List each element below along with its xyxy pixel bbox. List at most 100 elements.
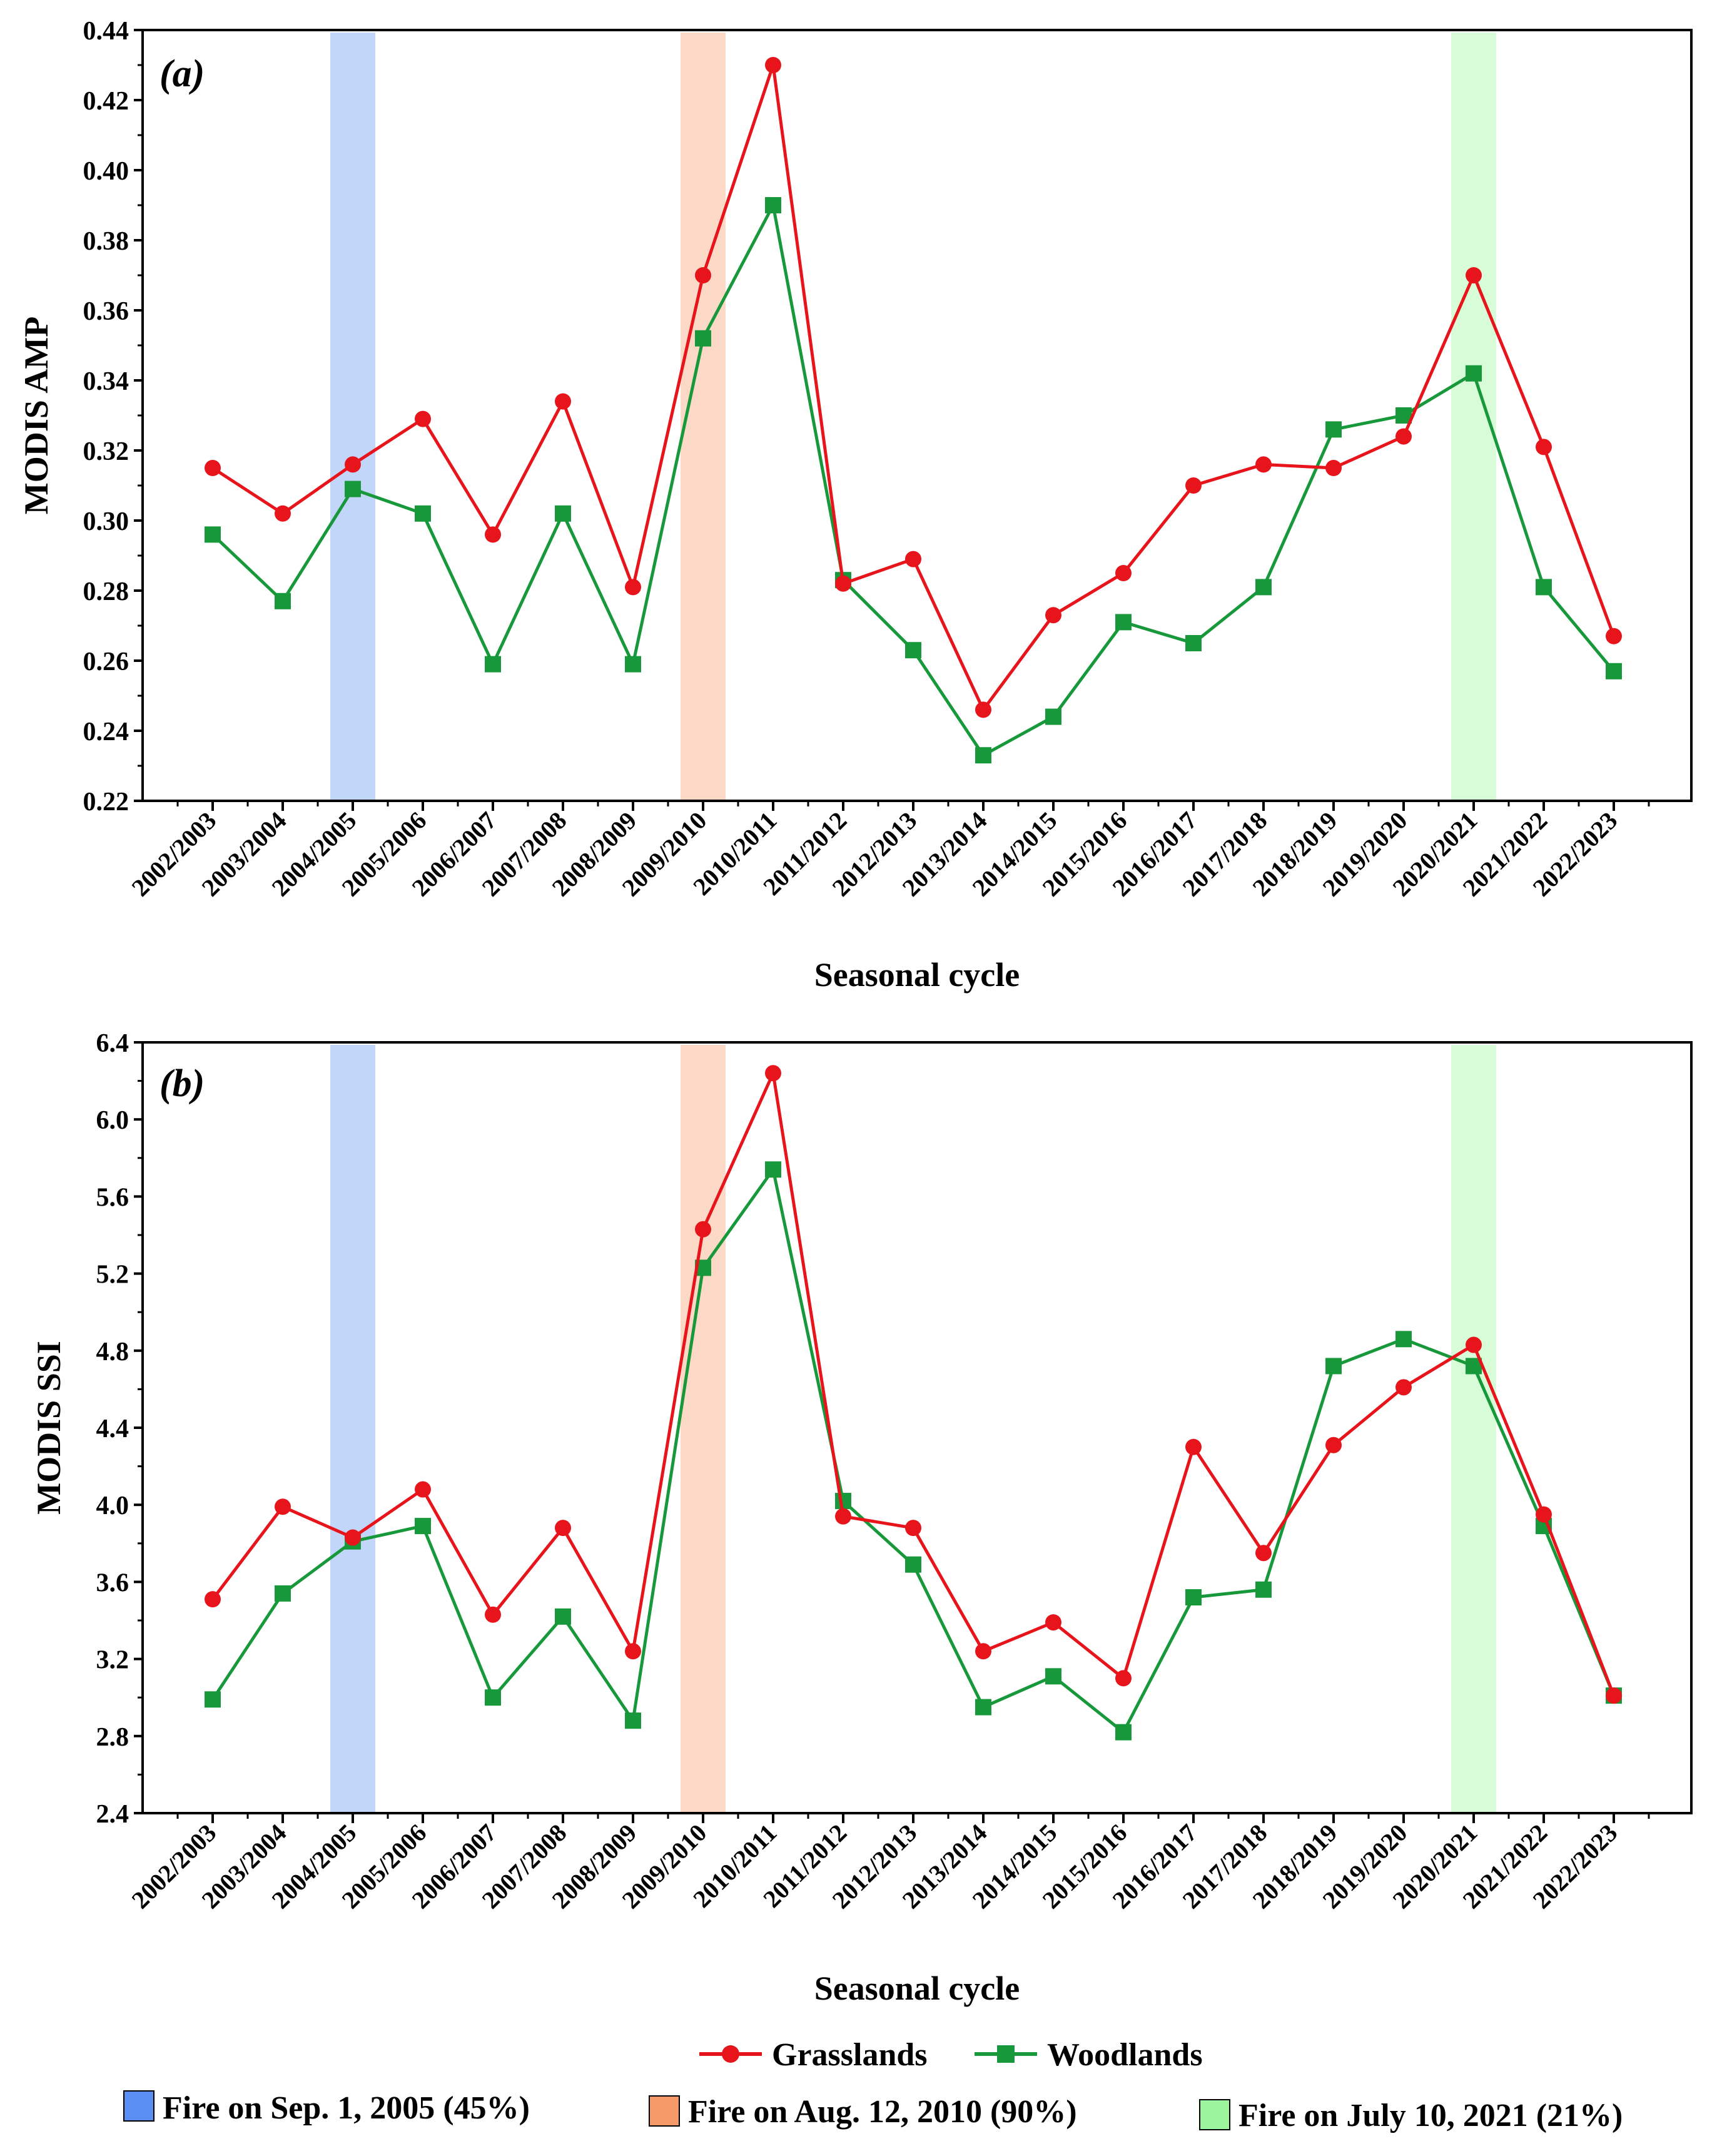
panel-b-woodlands-point [1395, 1331, 1412, 1348]
panel-a-y-tick-label: 0.30 [83, 507, 129, 536]
panel-a-woodlands-line [211, 203, 1615, 757]
panel-a-fire-band-2 [681, 33, 726, 801]
legend-fire-2005-label: Fire on Sep. 1, 2005 (45%) [163, 2090, 530, 2126]
panel-a-grasslands-point [625, 579, 641, 596]
panel-b-y-tick-label: 3.2 [96, 1646, 129, 1675]
panel-a-fire-bands [330, 33, 1496, 801]
panel-b-grasslands-point [1536, 1506, 1552, 1523]
panel-a: 0.22 0.24 0.26 0.28 0.30 0.32 0.34 0.36 0.38 0.40… [18, 17, 1693, 994]
panel-a-woodlands-point [1466, 365, 1482, 382]
panel-a-woodlands-point [555, 505, 571, 522]
panel-a-grasslands-point [415, 410, 431, 427]
panel-b-y-ticks: 2.4 2.8 3.2 3.6 4.0 4.4 4.8 5.2 5.6 6.0 6.4 [96, 1029, 143, 1829]
panel-a-grasslands-point [765, 57, 781, 73]
panel-b-grasslands-point [835, 1508, 851, 1525]
panel-a-y-tick-label: 0.36 [83, 297, 129, 326]
panel-b-y-tick-label: 6.4 [96, 1029, 129, 1058]
panel-a-grasslands-point [695, 267, 711, 283]
panel-b-x-ticks: 2002/20032003/20042004/20052005/20062006… [126, 1813, 1650, 1914]
panel-a-grasslands-point [1536, 439, 1552, 455]
panel-b-grasslands-point [905, 1520, 921, 1537]
legend-grasslands: Grasslands [699, 2037, 928, 2073]
panel-a-y-tick-label: 0.44 [83, 17, 129, 46]
panel-b-fire-band-3 [1451, 1045, 1496, 1813]
panel-b-grasslands-point [205, 1591, 221, 1608]
panel-b-woodlands-point [1045, 1668, 1061, 1685]
panel-b-woodlands-point [975, 1699, 991, 1716]
panel-b-grasslands-point [555, 1520, 571, 1537]
panel-b-grasslands-point [1466, 1336, 1482, 1353]
series-legend: Grasslands Woodlands [699, 2037, 1203, 2073]
panel-a-woodlands-point [1606, 663, 1622, 679]
panel-b-label: (b) [160, 1062, 205, 1105]
panel-b-woodlands-line [211, 1167, 1616, 1734]
panel-a-grasslands-point [1045, 607, 1061, 624]
panel-a-woodlands-point [1536, 579, 1552, 596]
panel-b-woodlands-point [415, 1518, 431, 1535]
panel-b-grasslands-point [485, 1606, 501, 1623]
panel-b-y-tick-label: 2.4 [96, 1800, 129, 1829]
panel-a-grasslands-point [835, 575, 851, 592]
panel-a-grasslands-point [345, 456, 361, 473]
legend-fire-2010-swatch [649, 2095, 680, 2127]
panel-b-woodlands-point [205, 1691, 221, 1708]
panel-b-woodlands-point [765, 1161, 781, 1178]
panel-a-grasslands-point [275, 505, 291, 522]
legend-grasslands-marker [722, 2045, 739, 2063]
panel-b-x-axis-label: Seasonal cycle [814, 1970, 1020, 2007]
panel-a-woodlands-point [415, 505, 431, 522]
panel-b-y-tick-label: 2.8 [96, 1723, 129, 1752]
panel-a-y-tick-label: 0.28 [83, 577, 129, 606]
panel-b-grasslands-point [1185, 1438, 1202, 1455]
panel-a-label: (a) [160, 53, 205, 95]
panel-b-grasslands-point [975, 1643, 991, 1660]
panel-b-grasslands-point [1395, 1379, 1412, 1396]
legend-fire-2005: Fire on Sep. 1, 2005 (45%) [123, 2090, 530, 2126]
legend-fire-2021: Fire on July 10, 2021 (21%) [1199, 2098, 1623, 2133]
panel-a-y-tick-label: 0.40 [83, 157, 129, 186]
panel-b-fire-band-1 [330, 1045, 375, 1813]
fire-legend: Fire on Sep. 1, 2005 (45%) Fire on Aug. … [123, 2090, 1623, 2133]
panel-a-y-tick-label: 0.38 [83, 227, 129, 256]
panel-b-fire-bands [330, 1045, 1496, 1813]
panel-a-woodlands-point [905, 642, 921, 659]
legend-woodlands-marker [997, 2045, 1015, 2063]
panel-b-grasslands-point [275, 1498, 291, 1515]
panel-b-y-tick-label: 5.6 [96, 1183, 129, 1212]
panel-b-y-tick-label: 4.4 [96, 1415, 129, 1443]
panel-b-woodlands-point [1115, 1724, 1132, 1741]
panel-b-series [205, 1065, 1622, 1741]
legend-fire-2021-label: Fire on July 10, 2021 (21%) [1238, 2098, 1623, 2133]
panel-a-woodlands-point [695, 330, 711, 347]
panel-b-woodlands-point [275, 1585, 291, 1602]
panel-b-woodlands-point [1185, 1589, 1202, 1606]
panel-a-woodlands-point [485, 656, 501, 673]
panel-a-woodlands-point [975, 747, 991, 764]
panel-a-woodlands-point [275, 592, 291, 609]
legend-grasslands-label: Grasslands [772, 2037, 928, 2073]
panel-a-grasslands-point [1466, 267, 1482, 283]
panel-b-grasslands-point [625, 1643, 641, 1660]
panel-a-fire-band-1 [330, 33, 375, 801]
panel-a-woodlands-point [1325, 421, 1342, 438]
panel-a-y-tick-label: 0.26 [83, 648, 129, 676]
panel-a-woodlands-point [1185, 635, 1202, 651]
panel-a-woodlands-point [345, 481, 361, 497]
panel-a-grasslands-point [1395, 428, 1412, 445]
panel-b-grasslands-point [695, 1221, 711, 1238]
panel-a-woodlands-point [625, 656, 641, 673]
panel-b-woodlands-point [485, 1689, 501, 1706]
panel-b-grasslands-point [1255, 1545, 1272, 1562]
panel-a-y-tick-label: 0.42 [83, 87, 129, 116]
panel-b-woodlands-point [1255, 1581, 1272, 1598]
panel-a-woodlands-point [1255, 579, 1272, 596]
panel-a-woodlands-point [1045, 708, 1061, 725]
panel-b-y-tick-label: 5.2 [96, 1261, 129, 1289]
panel-b-grasslands-point [1606, 1687, 1622, 1704]
legend-fire-2010: Fire on Aug. 12, 2010 (90%) [649, 2094, 1077, 2130]
panel-b-woodlands-point [555, 1608, 571, 1625]
panel-a-woodlands-point [205, 526, 221, 543]
panel-a-grasslands-point [975, 701, 991, 718]
panel-a-series [205, 57, 1622, 764]
